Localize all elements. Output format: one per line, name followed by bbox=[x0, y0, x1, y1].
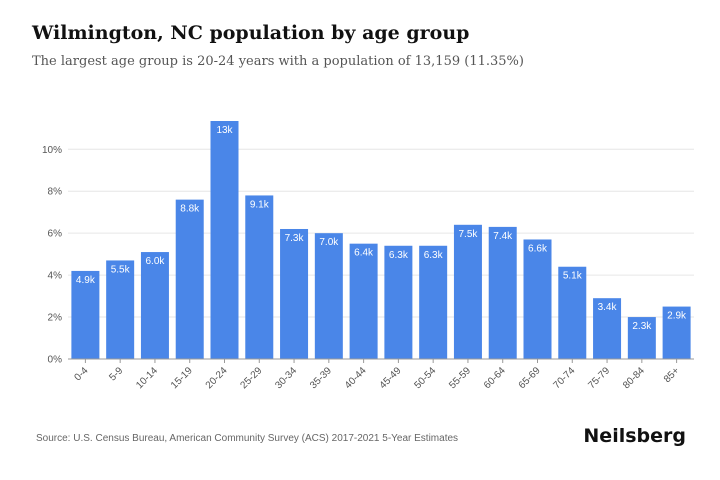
bar bbox=[593, 298, 622, 359]
x-tick-label: 75-79 bbox=[586, 365, 612, 391]
bar-chart: 4.9k 5.5k 6.0k 8.8k 13k 9.1k 7.3k 7.0k 6.4k 6.3k 6… bbox=[42, 121, 694, 391]
bar bbox=[210, 121, 239, 359]
bar bbox=[71, 270, 100, 359]
bar bbox=[106, 260, 135, 359]
bar-data-label: 6.0k bbox=[145, 256, 165, 267]
x-tick-label: 10-14 bbox=[134, 365, 160, 391]
bar-data-label: 13k bbox=[216, 125, 233, 136]
bar-data-label: 5.5k bbox=[111, 264, 131, 275]
bar bbox=[662, 306, 691, 359]
x-tick-label: 25-29 bbox=[239, 365, 265, 391]
x-tick-label: 0-4 bbox=[73, 365, 91, 383]
brand-logo: Neilsberg bbox=[583, 425, 686, 447]
bar-data-label: 2.9k bbox=[667, 311, 687, 322]
x-tick-label: 40-44 bbox=[343, 365, 369, 391]
bar-data-label: 6.3k bbox=[424, 250, 444, 261]
y-tick-label: 8% bbox=[48, 187, 63, 198]
bar bbox=[523, 239, 552, 359]
y-tick-label: 10% bbox=[42, 145, 62, 156]
bar-data-label: 5.1k bbox=[563, 271, 583, 282]
bar-data-label: 3.4k bbox=[598, 302, 618, 313]
bar-data-label: 7.5k bbox=[458, 229, 478, 240]
bar bbox=[558, 266, 587, 359]
bar bbox=[627, 317, 656, 359]
bar bbox=[314, 233, 343, 359]
x-tick-label: 5-9 bbox=[107, 365, 125, 383]
bar bbox=[453, 224, 482, 359]
bar bbox=[245, 195, 274, 359]
bar-data-label: 2.3k bbox=[632, 321, 652, 332]
y-tick-label: 2% bbox=[48, 313, 63, 324]
chart-title: Wilmington, NC population by age group bbox=[32, 22, 470, 44]
x-tick-label: 35-39 bbox=[308, 365, 334, 391]
y-tick-label: 0% bbox=[48, 355, 63, 366]
bar-data-label: 6.4k bbox=[354, 248, 374, 259]
x-tick-label: 30-34 bbox=[273, 365, 299, 391]
x-tick-label: 45-49 bbox=[378, 365, 404, 391]
bar-data-label: 7.3k bbox=[285, 233, 305, 244]
x-tick-label: 20-24 bbox=[204, 365, 230, 391]
x-tick-label: 50-54 bbox=[412, 365, 438, 391]
chart-subtitle: The largest age group is 20-24 years wit… bbox=[32, 54, 524, 69]
bar-data-label: 7.0k bbox=[319, 237, 339, 248]
x-tick-label: 55-59 bbox=[447, 365, 473, 391]
bar bbox=[488, 226, 517, 359]
x-tick-label: 65-69 bbox=[517, 365, 543, 391]
bar bbox=[175, 199, 204, 359]
bar-data-label: 8.8k bbox=[180, 204, 200, 215]
bar bbox=[280, 228, 309, 359]
x-tick-label: 80-84 bbox=[621, 365, 647, 391]
x-tick-label: 70-74 bbox=[552, 365, 578, 391]
bar-data-label: 4.9k bbox=[76, 275, 96, 286]
x-tick-label: 15-19 bbox=[169, 365, 195, 391]
x-tick-label: 85+ bbox=[662, 365, 682, 385]
bar bbox=[140, 252, 169, 359]
bar bbox=[384, 245, 413, 359]
x-tick-label: 60-64 bbox=[482, 365, 508, 391]
bar bbox=[349, 243, 378, 359]
bar-data-label: 9.1k bbox=[250, 199, 270, 210]
y-tick-label: 4% bbox=[48, 271, 63, 282]
bar-data-label: 6.3k bbox=[389, 250, 409, 261]
bar bbox=[419, 245, 448, 359]
source-note: Source: U.S. Census Bureau, American Com… bbox=[36, 433, 459, 444]
bar-data-label: 6.6k bbox=[528, 243, 548, 254]
bar-data-label: 7.4k bbox=[493, 231, 513, 242]
y-tick-label: 6% bbox=[48, 229, 63, 240]
